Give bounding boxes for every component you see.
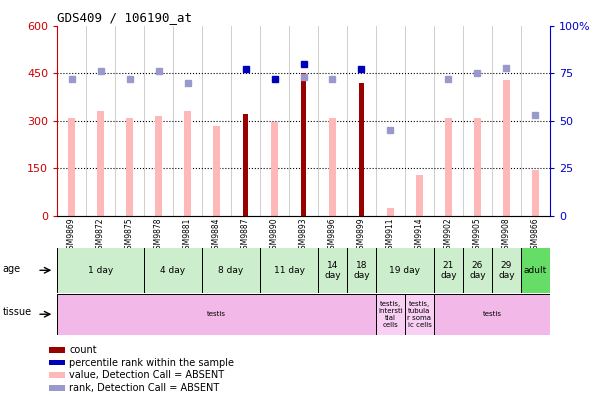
Text: testis,
tubula
r soma
ic cells: testis, tubula r soma ic cells	[407, 301, 432, 328]
Bar	[301, 73, 306, 216]
Text: 21
day: 21 day	[440, 261, 457, 280]
Bar	[416, 175, 423, 216]
Text: 26
day: 26 day	[469, 261, 486, 280]
Bar	[260, 248, 318, 293]
Bar	[521, 248, 550, 293]
Bar	[347, 248, 376, 293]
Bar	[405, 294, 434, 335]
Text: testis: testis	[483, 311, 501, 317]
Text: rank, Detection Call = ABSENT: rank, Detection Call = ABSENT	[69, 383, 219, 393]
Bar	[445, 118, 452, 216]
Bar	[532, 170, 539, 216]
Text: 11 day: 11 day	[273, 266, 305, 275]
Bar	[49, 385, 66, 390]
Bar	[243, 114, 248, 216]
Text: GDS409 / 106190_at: GDS409 / 106190_at	[57, 11, 192, 24]
Text: testis: testis	[207, 311, 226, 317]
Bar	[202, 248, 260, 293]
Bar	[213, 126, 220, 216]
Bar	[359, 83, 364, 216]
Text: age: age	[3, 265, 21, 274]
Bar	[49, 360, 66, 366]
Text: value, Detection Call = ABSENT: value, Detection Call = ABSENT	[69, 370, 224, 380]
Bar	[57, 248, 144, 293]
Bar	[126, 118, 133, 216]
Bar	[474, 118, 481, 216]
Bar	[144, 248, 202, 293]
Bar	[155, 116, 162, 216]
Text: 19 day: 19 day	[389, 266, 421, 275]
Text: 4 day: 4 day	[160, 266, 186, 275]
Bar	[318, 248, 347, 293]
Bar	[387, 208, 394, 216]
Text: testis,
intersti
tial
cells: testis, intersti tial cells	[378, 301, 403, 328]
Text: 18
day: 18 day	[353, 261, 370, 280]
Bar	[271, 122, 278, 216]
Bar	[434, 248, 463, 293]
Text: 29
day: 29 day	[498, 261, 514, 280]
Bar	[97, 111, 104, 216]
Text: percentile rank within the sample: percentile rank within the sample	[69, 358, 234, 367]
Bar	[503, 80, 510, 216]
Bar	[492, 248, 521, 293]
Bar	[329, 118, 336, 216]
Bar	[376, 248, 434, 293]
Bar	[49, 347, 66, 353]
Text: count: count	[69, 345, 97, 355]
Text: 1 day: 1 day	[88, 266, 113, 275]
Bar	[57, 294, 376, 335]
Text: 14
day: 14 day	[324, 261, 341, 280]
Bar	[434, 294, 550, 335]
Bar	[463, 248, 492, 293]
Text: tissue: tissue	[3, 307, 32, 317]
Bar	[184, 111, 191, 216]
Text: adult: adult	[524, 266, 547, 275]
Text: 8 day: 8 day	[218, 266, 243, 275]
Bar	[376, 294, 405, 335]
Bar	[49, 372, 66, 378]
Bar	[68, 118, 75, 216]
